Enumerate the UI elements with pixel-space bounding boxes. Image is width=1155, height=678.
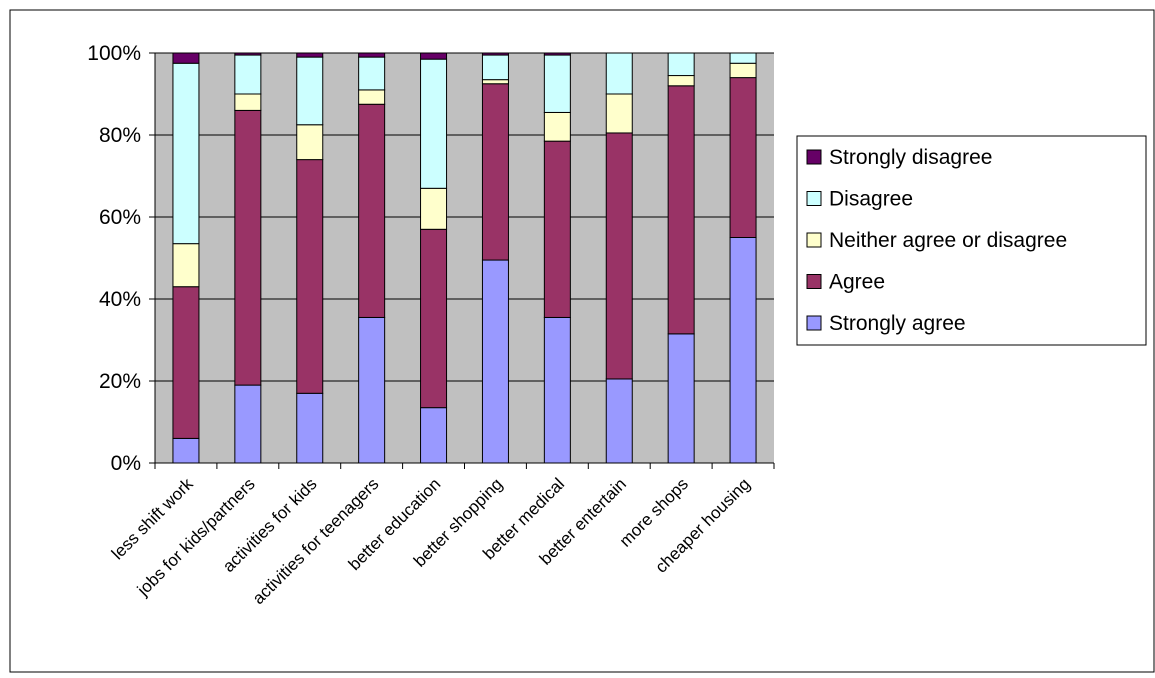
legend-label: Strongly agree	[829, 312, 966, 335]
bar-segment	[358, 89, 386, 105]
bar-segment	[172, 286, 200, 439]
bar-segment	[172, 62, 200, 245]
bar-segment	[543, 52, 571, 56]
bar-segment	[543, 111, 571, 142]
bar-segment	[296, 56, 324, 126]
bar-segment	[420, 187, 448, 230]
legend-swatch	[806, 149, 822, 165]
bar-segment	[358, 56, 386, 91]
legend: Strongly disagree Disagree Neither agree o…	[796, 135, 1147, 346]
bar-segment	[729, 52, 757, 64]
legend-box	[796, 135, 1147, 346]
bar-segment	[234, 93, 262, 111]
bar-segment	[481, 52, 509, 56]
axes	[149, 52, 775, 469]
bar-segment	[234, 54, 262, 95]
bar-segment	[605, 132, 633, 380]
legend-swatch	[806, 315, 822, 331]
y-tick-label: 40%	[99, 288, 141, 311]
legend-swatch	[806, 191, 822, 206]
bar-segment	[543, 316, 571, 464]
bar-segment	[481, 259, 509, 464]
bar-segment	[543, 140, 571, 318]
bar-segment	[172, 52, 200, 64]
bars	[172, 52, 757, 464]
legend-label: Disagree	[829, 188, 913, 211]
bar-segment	[234, 384, 262, 464]
bar-segment	[605, 52, 633, 95]
bar-segment	[420, 58, 448, 189]
bar-segment	[729, 237, 757, 464]
legend-swatch	[806, 232, 822, 248]
bar-segment	[296, 159, 324, 394]
y-tick-label: 60%	[99, 206, 141, 229]
bar-segment	[358, 52, 386, 58]
bar-segment	[481, 83, 509, 261]
y-tick-label: 100%	[87, 42, 141, 65]
y-tick-label: 20%	[99, 370, 141, 393]
bar-segment	[420, 52, 448, 60]
bar-segment	[172, 437, 200, 464]
bar-segment	[358, 316, 386, 464]
legend-swatch	[806, 274, 822, 289]
bar-segment	[729, 77, 757, 238]
legend-label: Agree	[829, 271, 885, 294]
bar-segment	[296, 392, 324, 464]
bar-segment	[605, 378, 633, 464]
bar-segment	[358, 103, 386, 318]
bar-segment	[481, 54, 509, 81]
bar-segment	[667, 75, 695, 87]
bar-segment	[729, 62, 757, 79]
legend-label: Strongly disagree	[829, 146, 992, 169]
y-tick-labels: 0% 20% 40% 60% 80% 100%	[87, 42, 141, 475]
bar-segment	[296, 52, 324, 58]
bar-segment	[420, 407, 448, 464]
legend-label: Neither agree or disagree	[829, 229, 1067, 252]
bar-segment	[543, 54, 571, 113]
bar-segment	[420, 228, 448, 409]
bar-segment	[605, 93, 633, 134]
bar-segment	[234, 52, 262, 56]
bar-segment	[667, 52, 695, 77]
bar-segment	[667, 333, 695, 464]
bar-segment	[481, 79, 509, 85]
bar-segment	[172, 243, 200, 288]
bar-segment	[667, 85, 695, 335]
bar-segment	[296, 124, 324, 161]
y-tick-label: 80%	[99, 124, 141, 147]
y-tick-label: 0%	[111, 452, 141, 475]
bar-segment	[234, 109, 262, 386]
